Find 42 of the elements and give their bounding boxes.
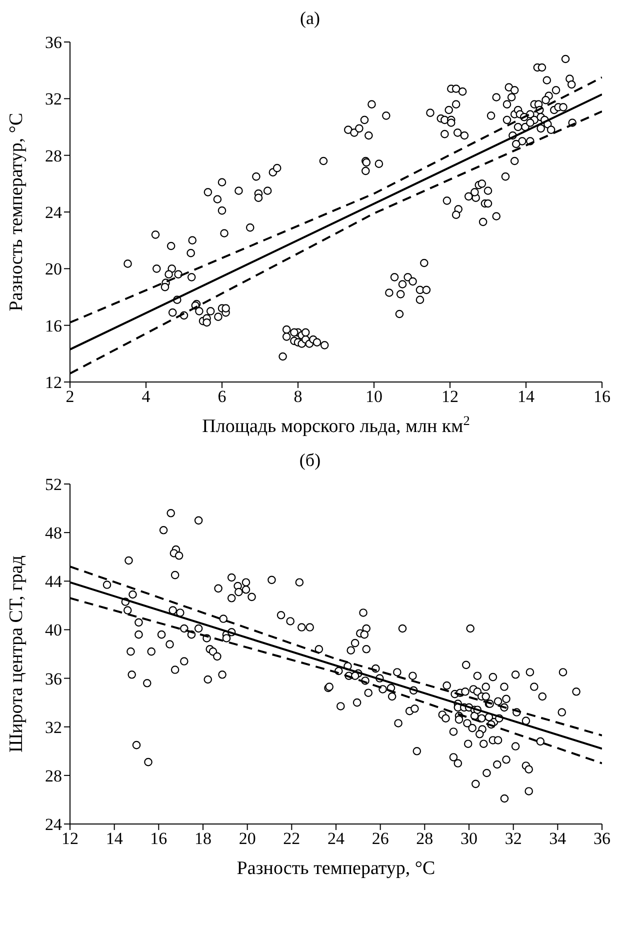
x-tick-label: 12	[442, 387, 458, 406]
x-tick-label: 6	[218, 387, 226, 406]
x-tick-label: 16	[150, 829, 168, 848]
y-tick-label: 28	[45, 146, 62, 166]
x-tick-label: 12	[62, 829, 78, 848]
y-axis-title: Разность температур, °C	[6, 112, 27, 312]
x-tick-label: 26	[372, 829, 389, 848]
x-tick-label: 14	[106, 829, 124, 848]
y-tick-label: 32	[45, 718, 62, 737]
y-tick-label: 44	[45, 572, 62, 592]
y-tick-label: 24	[45, 815, 62, 834]
x-tick-label: 16	[594, 387, 610, 406]
x-tick-label: 8	[294, 387, 302, 406]
y-tick-label: 32	[45, 90, 62, 109]
x-axis-title: Площадь морского льда, млн км$^{2}$	[202, 412, 470, 437]
x-tick-label: 14	[518, 387, 535, 406]
y-tick-label: 16	[45, 316, 62, 336]
y-tick-label: 20	[45, 260, 62, 279]
x-tick-label: 22	[283, 829, 300, 848]
chart-title: (б)	[298, 450, 322, 472]
y-tick-label: 28	[45, 766, 62, 786]
y-tick-label: 36	[45, 33, 62, 52]
x-tick-label: 18	[194, 829, 212, 848]
x-tick-label: 30	[460, 829, 478, 848]
x-axis-title: Разность температур, °C	[236, 858, 436, 879]
y-tick-label: 48	[45, 524, 62, 543]
x-tick-label: 32	[504, 829, 522, 848]
x-tick-label: 4	[142, 387, 151, 406]
x-tick-label: 2	[66, 387, 74, 406]
chart-title: (а)	[299, 8, 321, 30]
x-tick-label: 28	[416, 829, 434, 848]
x-tick-label: 24	[328, 829, 345, 848]
x-tick-label: 10	[366, 387, 382, 406]
x-tick-label: 20	[238, 829, 256, 848]
y-tick-label: 52	[45, 475, 62, 494]
y-tick-label: 24	[45, 203, 62, 222]
y-axis-title: Широта центра СТ, град	[6, 555, 27, 753]
y-tick-label: 12	[45, 373, 62, 392]
y-tick-label: 40	[45, 620, 62, 640]
y-tick-label: 36	[45, 669, 62, 688]
x-tick-label: 36	[594, 829, 610, 848]
x-tick-label: 34	[549, 829, 567, 848]
